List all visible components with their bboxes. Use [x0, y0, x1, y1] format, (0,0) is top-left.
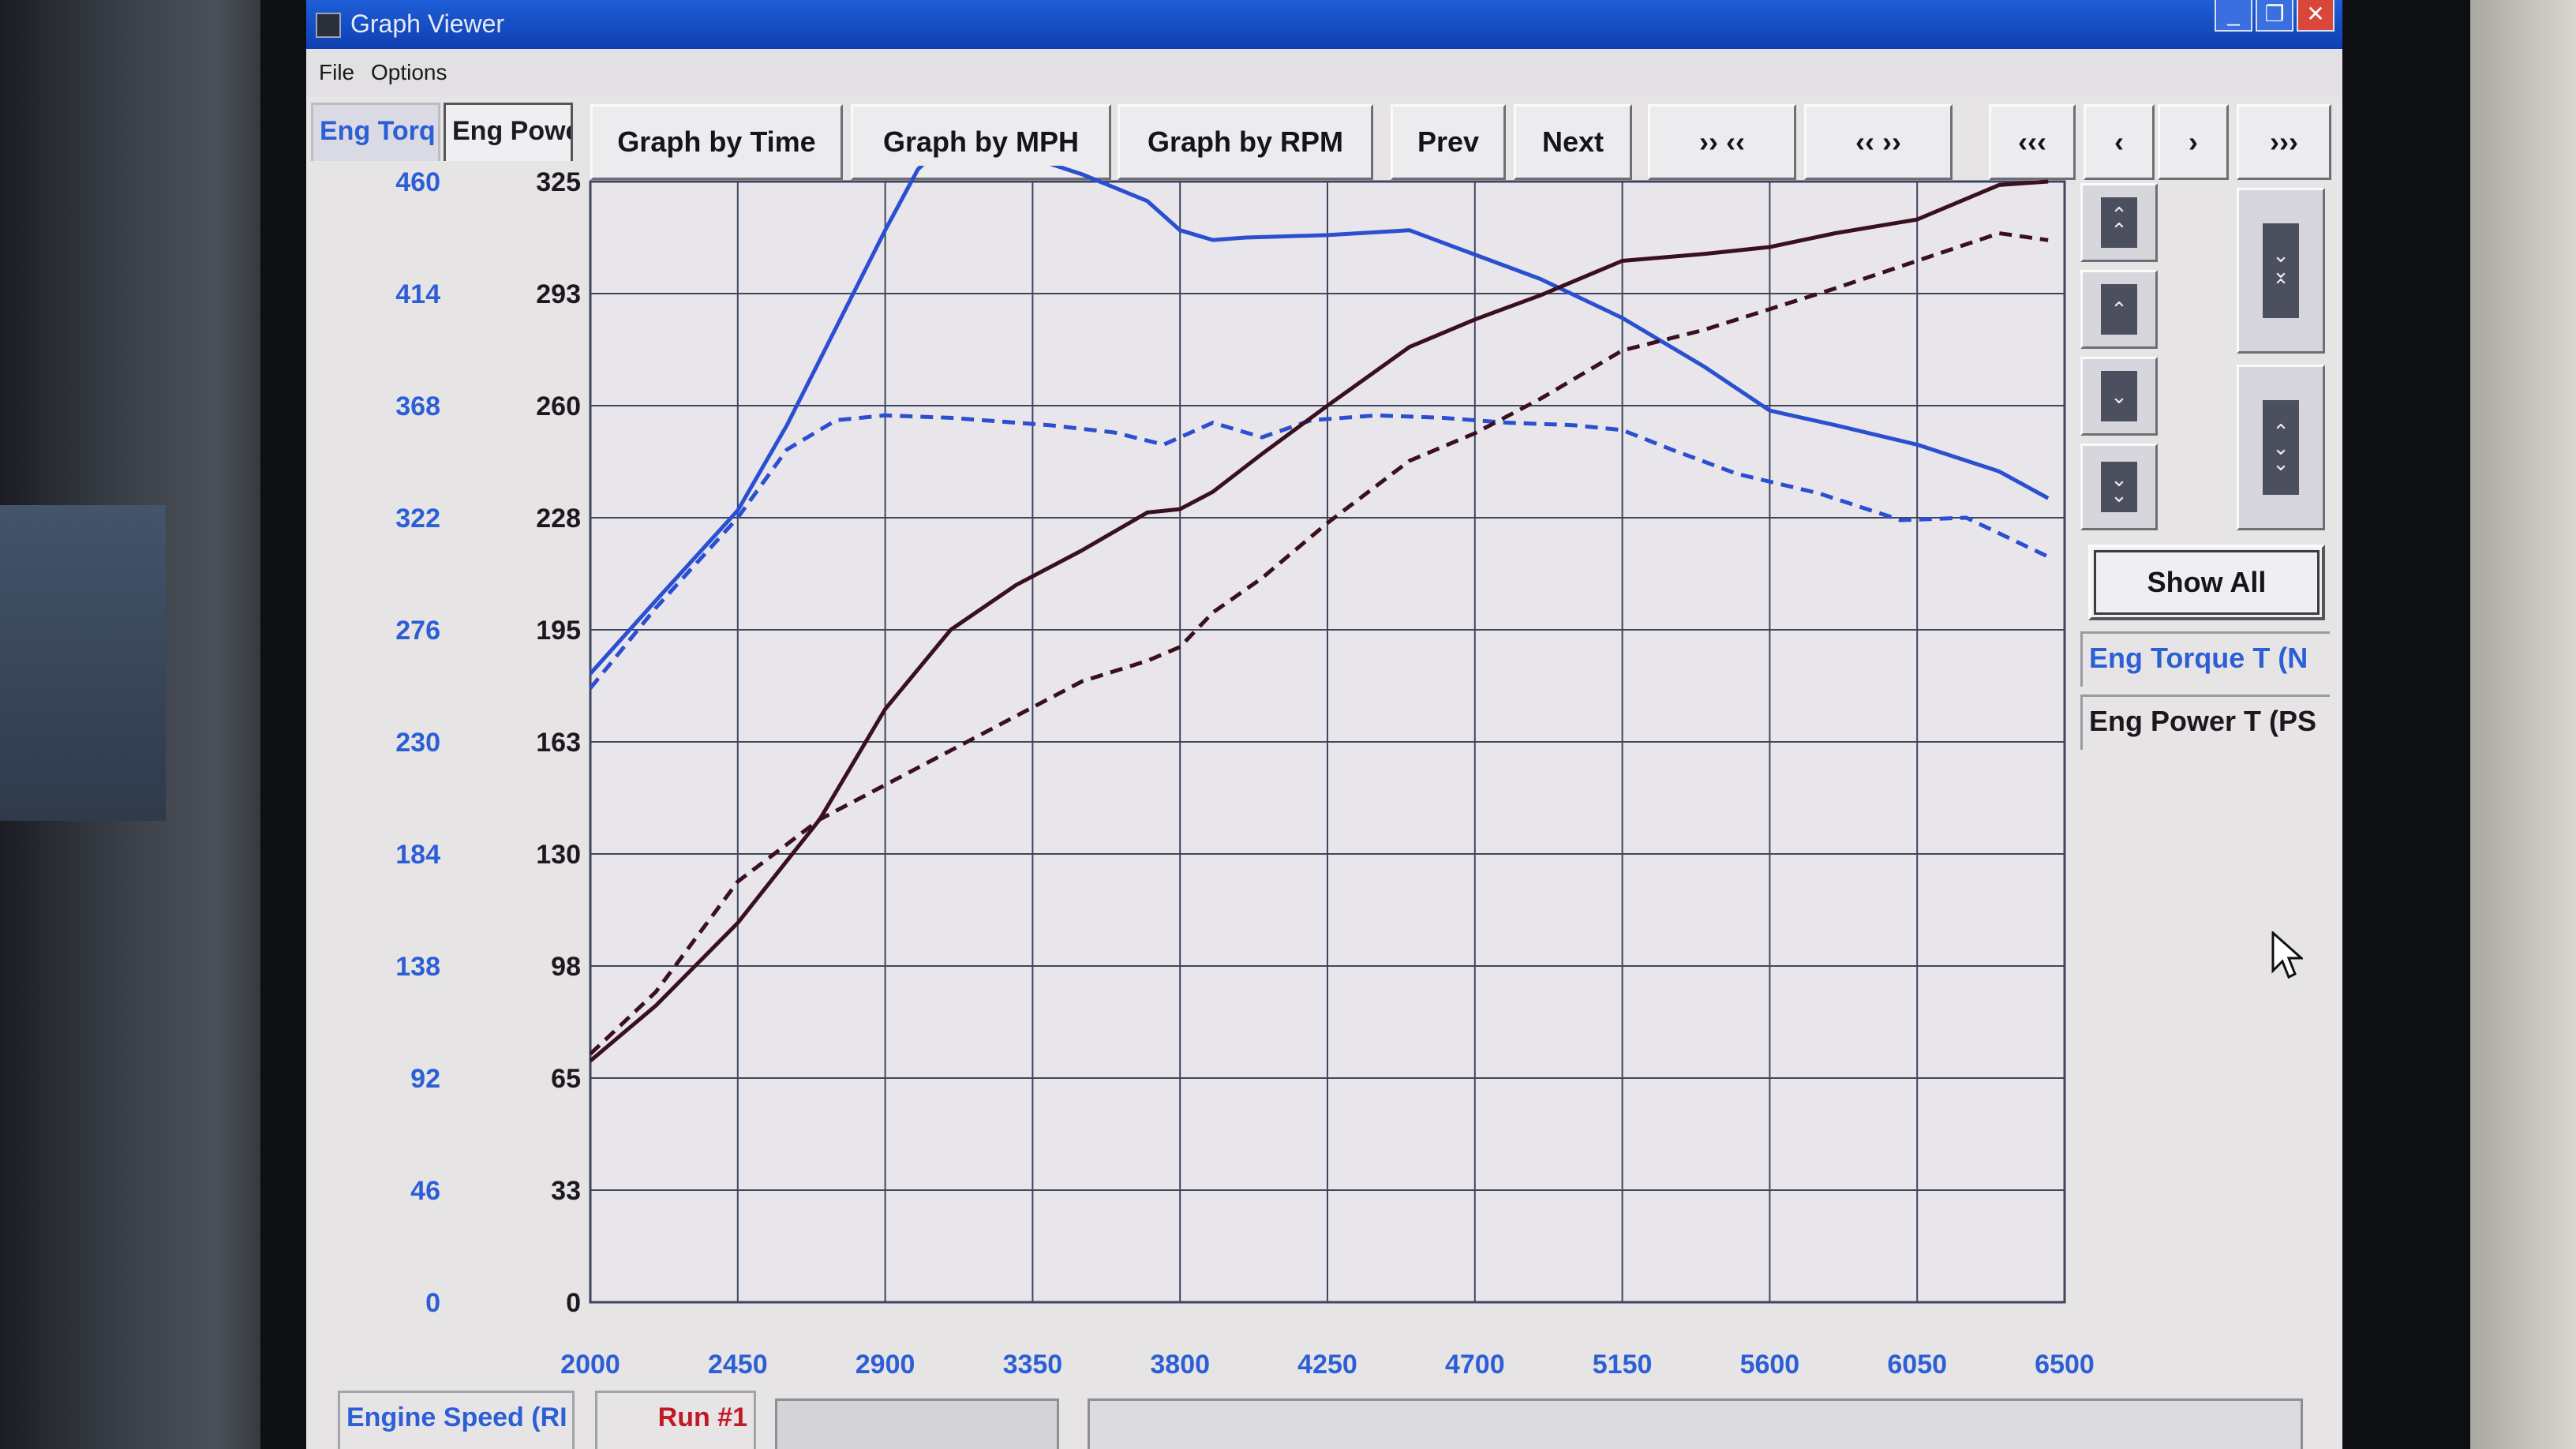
legend-eng-power[interactable]: Eng Power T (PS [2080, 695, 2330, 750]
background-window [0, 505, 166, 821]
x-tick-label: 3350 [1003, 1350, 1063, 1380]
torque-power-chart: 2000 2450 2900 3350 3800 4250 4700 5150 5600 6050… [395, 166, 2095, 1380]
x-tick-label: 2450 [708, 1350, 768, 1380]
scale-up-fast-button[interactable]: ⌃ ⌃ [2080, 183, 2158, 262]
scroll-back-button[interactable]: ‹ [2084, 104, 2155, 180]
y-left-tick-label: 92 [410, 1064, 440, 1094]
y-left-tick-label: 322 [395, 504, 440, 534]
chevrons-collapse-icon: ⌄ ⌄ ⌃ [2263, 223, 2299, 318]
graph-by-time-button[interactable]: Graph by Time [590, 104, 843, 180]
y-right-tick-label: 325 [536, 167, 581, 197]
y-left-tick-label: 276 [395, 616, 440, 646]
app-icon[interactable] [316, 13, 341, 38]
zoom-in-button[interactable]: ›› ‹‹ [1648, 104, 1796, 180]
scroll-forward-button[interactable]: › [2158, 104, 2229, 180]
menu-options[interactable]: Options [371, 60, 447, 84]
tab-run-1[interactable]: Run #1 [595, 1391, 756, 1449]
tab-engine-speed[interactable]: Engine Speed (RI [338, 1391, 575, 1449]
graph-by-rpm-button[interactable]: Graph by RPM [1118, 104, 1373, 180]
x-tick-label: 4250 [1297, 1350, 1357, 1380]
scroll-last-button[interactable]: ››› [2237, 104, 2331, 180]
show-all-button[interactable]: Show All [2088, 545, 2325, 620]
torque-dashed-line [589, 413, 2050, 690]
close-button[interactable]: ✕ [2297, 0, 2334, 32]
x-tick-label: 2000 [560, 1350, 620, 1380]
legend-eng-torque[interactable]: Eng Torque T (N [2080, 631, 2330, 687]
menu-bar: File Options [306, 49, 2342, 96]
scale-down-fast-button[interactable]: ⌄ ⌄ [2080, 444, 2158, 530]
x-tick-label: 6500 [2035, 1350, 2095, 1380]
power-solid-line [589, 179, 2049, 1063]
graph-by-mph-button[interactable]: Graph by MPH [851, 104, 1111, 180]
horizontal-scrollbar[interactable] [1088, 1398, 2303, 1449]
title-bar[interactable]: Graph Viewer _ ❐ ✕ [306, 0, 2342, 49]
y-right-tick-label: 293 [536, 279, 581, 309]
minimize-button[interactable]: _ [2215, 0, 2252, 32]
chevron-up-icon: ⌃ [2101, 284, 2137, 335]
prev-button[interactable]: Prev [1391, 104, 1506, 180]
y-left-tick-label: 460 [395, 167, 440, 197]
y-right-tick-label: 163 [536, 728, 581, 758]
scale-up-button[interactable]: ⌃ [2080, 270, 2158, 349]
zoom-out-button[interactable]: ‹‹ ›› [1804, 104, 1953, 180]
menu-file[interactable]: File [319, 60, 355, 84]
y-left-tick-label: 230 [395, 728, 440, 758]
next-button[interactable]: Next [1514, 104, 1632, 180]
x-tick-label: 2900 [856, 1350, 915, 1380]
right-scale-expand-button[interactable]: ⌃ ⌄ ⌄ [2237, 365, 2325, 530]
scroll-first-button[interactable]: ‹‹‹ [1989, 104, 2076, 180]
y-right-tick-label: 0 [566, 1288, 581, 1318]
x-tick-label: 5600 [1740, 1350, 1800, 1380]
x-tick-label: 5150 [1593, 1350, 1653, 1380]
background-left [0, 0, 308, 1449]
x-tick-label: 4700 [1445, 1350, 1505, 1380]
y-right-tick-label: 33 [551, 1176, 581, 1206]
right-scale-contract-button[interactable]: ⌄ ⌄ ⌃ [2237, 188, 2325, 354]
y-left-tick-label: 46 [410, 1176, 440, 1206]
tab-eng-torque[interactable]: Eng Torq [311, 103, 440, 161]
chevron-down-icon: ⌄ [2101, 371, 2137, 421]
x-tick-label: 6050 [1887, 1350, 1947, 1380]
y-left-tick-label: 414 [395, 279, 440, 309]
double-chevron-down-icon: ⌄ ⌄ [2101, 462, 2137, 512]
y-right-tick-label: 260 [536, 391, 581, 421]
y-right-tick-label: 130 [536, 840, 581, 870]
y-right-tick-label: 195 [536, 616, 581, 646]
y-left-tick-label: 368 [395, 391, 440, 421]
window-title: Graph Viewer [350, 9, 505, 38]
y-left-tick-label: 184 [395, 840, 440, 870]
double-chevron-up-icon: ⌃ ⌃ [2101, 197, 2137, 248]
y-right-tick-label: 98 [551, 952, 581, 982]
y-right-tick-label: 65 [551, 1064, 581, 1094]
x-tick-label: 3800 [1150, 1350, 1210, 1380]
torque-solid-line [589, 166, 2050, 676]
maximize-button[interactable]: ❐ [2256, 0, 2293, 32]
chevrons-expand-icon: ⌃ ⌄ ⌄ [2263, 400, 2299, 495]
graph-viewer-window: Graph Viewer _ ❐ ✕ File Options Eng Torq… [306, 0, 2342, 1449]
tab-eng-power[interactable]: Eng Powe [444, 103, 573, 161]
bottom-field-left [775, 1398, 1059, 1449]
scale-down-button[interactable]: ⌄ [2080, 357, 2158, 436]
y-left-tick-label: 0 [425, 1288, 440, 1318]
y-right-tick-label: 228 [536, 504, 581, 534]
mouse-cursor-icon [2271, 931, 2303, 979]
power-dashed-line [589, 231, 2049, 1056]
y-left-tick-label: 138 [395, 952, 440, 982]
